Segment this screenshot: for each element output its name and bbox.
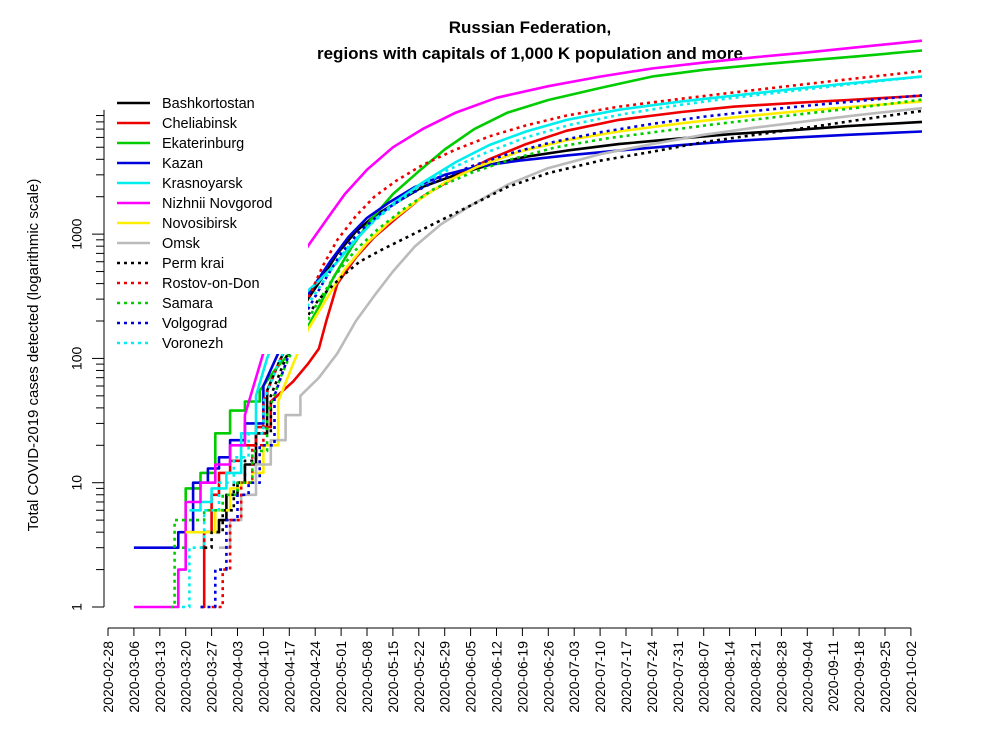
y-tick-label: 1 [69, 603, 85, 611]
x-tick-label: 2020-06-26 [540, 641, 556, 713]
x-tick-label: 2020-09-18 [851, 641, 867, 713]
x-tick-label: 2020-09-04 [799, 641, 815, 713]
legend-label: Voronezh [162, 336, 223, 352]
y-tick-label: 10 [69, 475, 85, 491]
legend-label: Nizhnii Novgorod [162, 196, 272, 212]
x-tick-label: 2020-04-10 [255, 641, 271, 713]
x-tick-label: 2020-04-24 [307, 641, 323, 713]
legend-label: Omsk [162, 236, 201, 252]
chart-title-line1: Russian Federation, [449, 18, 611, 37]
x-tick-label: 2020-03-27 [204, 641, 220, 713]
x-tick-label: 2020-08-28 [773, 641, 789, 713]
series-line-ekaterinburg [182, 49, 923, 549]
x-tick-label: 2020-03-06 [126, 641, 142, 713]
series-line-perm-krai [204, 109, 923, 549]
series-line-volgograd [200, 94, 923, 609]
x-tick-label: 2020-09-11 [825, 641, 841, 712]
x-tick-label: 2020-08-07 [696, 641, 712, 713]
x-tick-label: 2020-02-28 [100, 641, 116, 713]
x-tick-label: 2020-06-05 [463, 641, 479, 713]
legend-label: Bashkortostan [162, 96, 255, 112]
x-tick-label: 2020-08-21 [748, 641, 764, 713]
legend-label: Kazan [162, 156, 203, 172]
x-tick-label: 2020-03-13 [152, 641, 168, 713]
x-tick-label: 2020-07-10 [592, 641, 608, 713]
x-tick-label: 2020-05-15 [385, 641, 401, 713]
x-tick-label: 2020-10-02 [903, 641, 919, 713]
series-line-omsk [219, 106, 923, 549]
x-tick-label: 2020-07-17 [618, 641, 634, 713]
y-tick-label: 100 [69, 347, 85, 371]
x-tick-label: 2020-05-22 [411, 641, 427, 713]
x-tick-label: 2020-05-08 [359, 641, 375, 713]
chart-title-line2: regions with capitals of 1,000 K populat… [317, 44, 743, 63]
legend-label: Perm krai [162, 256, 224, 272]
axes: 1 10 100 1000 2020-02-28 2020-03-06 2020-03-13… [69, 109, 919, 713]
x-tick-label: 2020-06-19 [514, 641, 530, 713]
x-tick-label: 2020-08-14 [722, 641, 738, 713]
x-tick-label: 2020-07-24 [644, 641, 660, 713]
legend-label: Novosibirsk [162, 216, 238, 232]
series-line-voronezh [182, 75, 923, 609]
legend-label: Rostov-on-Don [162, 276, 260, 292]
x-tick-label: 2020-05-29 [437, 641, 453, 713]
x-tick-label: 2020-03-20 [178, 641, 194, 713]
x-tick-label: 2020-09-25 [877, 641, 893, 713]
x-tick-label: 2020-04-03 [230, 641, 246, 713]
legend: Bashkortostan Cheliabinsk Ekaterinburg Kaza… [108, 92, 308, 354]
legend-label: Cheliabinsk [162, 116, 238, 132]
series-line-rostov-on-don [211, 69, 923, 609]
x-tick-label: 2020-07-31 [670, 641, 686, 713]
legend-label: Volgograd [162, 316, 227, 332]
legend-label: Ekaterinburg [162, 136, 244, 152]
series-line-bashkortostan [200, 120, 923, 549]
legend-label: Samara [162, 296, 214, 312]
y-axis-title: Total COVID-2019 cases detected (logarit… [25, 179, 42, 532]
y-tick-label: 1000 [69, 218, 85, 249]
legend-label: Krasnoyarsk [162, 176, 243, 192]
x-tick-label: 2020-05-01 [333, 641, 349, 713]
series-line-cheliabinsk [200, 94, 923, 609]
x-tick-label: 2020-04-17 [281, 641, 297, 713]
x-tick-label: 2020-06-12 [489, 641, 505, 713]
x-tick-label: 2020-07-03 [566, 641, 582, 713]
series-line-krasnoyarsk [189, 75, 923, 512]
